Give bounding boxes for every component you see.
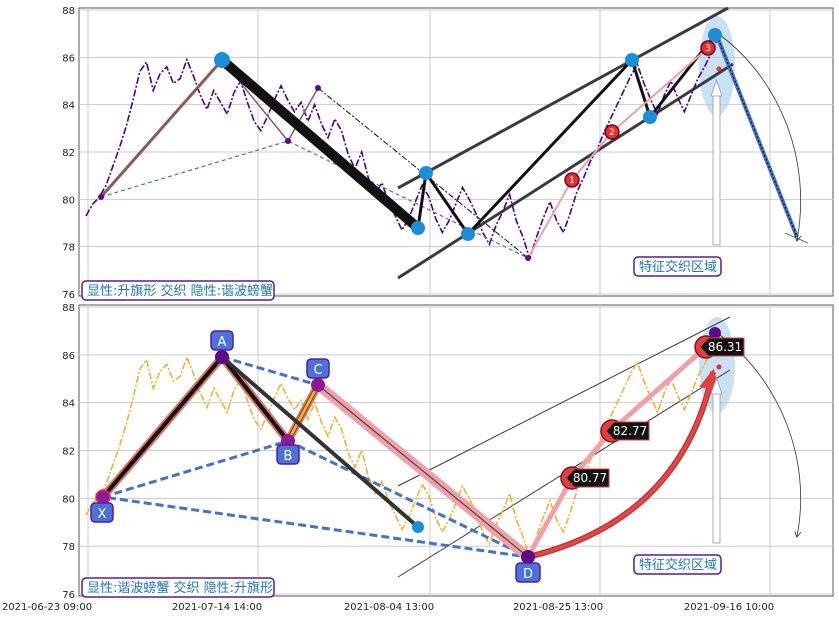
bottom-label-d-text: D	[523, 567, 533, 582]
bottom-small-red-dot	[716, 364, 722, 370]
top-node-pole-end	[411, 221, 425, 235]
bottom-y-tick-label: 82	[62, 447, 75, 458]
bottom-right-label: 特征交织区域	[633, 554, 722, 575]
top-left-label: 显性:升旗形 交织 隐性:谐波螃蟹	[81, 280, 275, 301]
top-left-label-text: 显性:升旗形 交织 隐性:谐波螃蟹	[87, 283, 273, 299]
bottom-y-axis: 76 78 80 82 84 86 88	[62, 303, 75, 601]
top-y-tick-label: 76	[62, 290, 75, 301]
top-y-tick-label: 78	[62, 243, 75, 254]
top-marker-1: 1	[564, 172, 580, 188]
top-brown-leg-3	[287, 87, 319, 142]
bottom-value-tag-2: 82.77	[600, 419, 650, 443]
x-tick-label: 2021-08-04 13:00	[344, 602, 434, 613]
bottom-y-tick-label: 84	[62, 399, 75, 410]
bottom-y-tick-label: 88	[62, 303, 75, 314]
top-pink-leg	[527, 47, 709, 259]
bottom-node-pole-end	[412, 521, 424, 533]
bottom-node-a	[215, 350, 229, 364]
bottom-node-x	[95, 489, 111, 505]
bottom-price-series	[85, 335, 719, 561]
top-marker-1-text: 1	[569, 176, 575, 186]
bottom-label-a: A	[210, 330, 234, 351]
top-node-flag-2	[461, 227, 475, 241]
top-y-tick-label: 84	[62, 101, 75, 112]
top-channel-upper-line	[397, 6, 729, 190]
bottom-arrow-head	[710, 376, 723, 395]
bottom-cd-line	[317, 384, 529, 558]
bottom-value-tag-1-text: 80.77	[573, 471, 607, 485]
top-projection-dots	[716, 35, 798, 238]
top-channel-lower-line	[397, 62, 734, 280]
bottom-y-tick-label: 78	[62, 542, 75, 553]
top-node-flag-3	[625, 53, 639, 67]
top-y-axis: 76 78 80 82 84 86 88	[62, 6, 75, 301]
bottom-value-tag-2-text: 82.77	[613, 424, 647, 438]
bottom-bc-highlight	[286, 384, 320, 442]
bottom-y-tick-label: 76	[62, 590, 75, 601]
top-y-tick-label: 82	[62, 148, 75, 159]
bottom-rise-band	[525, 345, 708, 559]
x-tick-label: 2021-06-23 09:00	[2, 602, 92, 613]
top-flag-pole	[218, 56, 422, 232]
top-right-label: 特征交织区域	[633, 256, 722, 277]
top-dashed-triangle	[100, 140, 529, 259]
bottom-channel-upper-line	[397, 316, 731, 487]
top-flag-zigzag	[416, 34, 717, 237]
bottom-value-tag-1: 80.77	[560, 466, 610, 490]
bottom-node-top	[709, 327, 721, 339]
top-marker-2-text: 2	[609, 128, 615, 138]
bottom-label-x: X	[90, 502, 114, 523]
bottom-value-tag-3-text: 86.31	[708, 340, 742, 354]
top-node-d	[525, 255, 531, 261]
top-brown-leg-1	[99, 59, 224, 198]
top-arrow-head	[710, 78, 723, 97]
top-y-tick-label: 86	[62, 53, 75, 64]
bottom-vertical-arrow	[712, 392, 721, 544]
top-marker-3-text: 3	[705, 44, 711, 54]
bottom-xbd-triangle	[102, 439, 529, 559]
top-small-red-dot	[716, 66, 722, 72]
top-node-flag-4	[643, 110, 657, 124]
top-node-peak	[214, 52, 230, 68]
bottom-label-c: C	[306, 358, 330, 379]
top-curved-arrow	[719, 34, 801, 240]
top-marker-2: 2	[604, 124, 620, 140]
top-y-tick-label: 80	[62, 195, 75, 206]
bottom-value-tag-3: 86.31	[694, 335, 745, 359]
bottom-right-label-text: 特征交织区域	[639, 557, 717, 573]
bottom-label-b: B	[276, 444, 300, 465]
top-node-flag-5	[708, 28, 722, 42]
bottom-label-a-text: A	[218, 335, 227, 350]
bottom-left-label-text: 显性:谐波螃蟹 交织 隐性:升旗形	[87, 580, 273, 596]
top-node-c	[315, 85, 321, 91]
top-nodes	[98, 28, 722, 261]
bottom-panel: 76 78 80 82 84 86 88	[62, 303, 834, 601]
bottom-node-d	[521, 550, 535, 564]
bottom-label-c-text: C	[313, 363, 322, 378]
bottom-red-curve	[527, 368, 720, 559]
top-marker-3: 3	[700, 40, 716, 56]
top-vertical-arrow	[712, 94, 721, 246]
bottom-y-tick-label: 80	[62, 494, 75, 505]
x-tick-label: 2021-08-25 13:00	[513, 602, 603, 613]
bottom-y-tick-label: 86	[62, 351, 75, 362]
bottom-flag-pole	[220, 355, 420, 529]
bottom-node-c	[311, 378, 325, 392]
top-node-flag-1	[419, 166, 433, 180]
top-panel: 76 78 80 82 84 86 88	[62, 6, 834, 301]
bottom-label-x-text: X	[98, 507, 107, 522]
x-axis: 2021-06-23 09:00 2021-07-14 14:00 2021-0…	[2, 602, 774, 613]
bottom-label-d: D	[515, 562, 541, 583]
top-node-b	[285, 138, 291, 144]
x-tick-label: 2021-09-16 10:00	[684, 602, 774, 613]
bottom-left-label: 显性:谐波螃蟹 交织 隐性:升旗形	[81, 577, 275, 598]
bottom-label-b-text: B	[284, 449, 293, 464]
top-node-start	[98, 194, 104, 200]
top-y-tick-label: 88	[62, 6, 75, 17]
top-right-label-text: 特征交织区域	[639, 259, 717, 275]
top-price-series	[85, 38, 719, 262]
x-tick-label: 2021-07-14 14:00	[172, 602, 262, 613]
